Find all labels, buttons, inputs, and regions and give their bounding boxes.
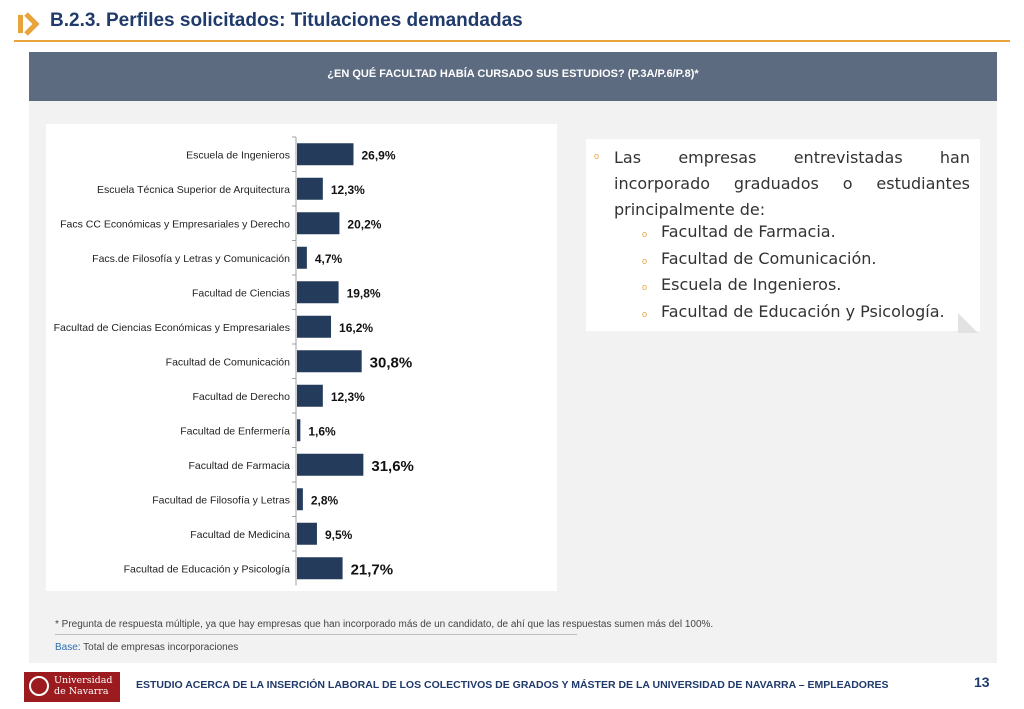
bar: [297, 143, 354, 166]
bullet-icon: o: [594, 151, 600, 161]
category-label: Facs CC Económicas y Empresariales y Der…: [60, 218, 290, 230]
base-label: Base: [55, 642, 78, 653]
bullet-icon: o: [642, 309, 648, 319]
summary-item: Facultad de Farmacia.: [661, 222, 836, 241]
bar: [297, 281, 339, 304]
category-label: Facultad de Enfermería: [180, 425, 290, 437]
page-title: B.2.3. Perfiles solicitados: Titulacione…: [50, 10, 523, 31]
bar: [297, 350, 362, 373]
university-logo: Universidad de Navarra: [24, 672, 120, 702]
bar-chart: Escuela de Ingenieros 26,9% Escuela Técnic…: [54, 136, 414, 586]
bar: [297, 557, 343, 580]
data-label: 21,7%: [351, 561, 394, 578]
data-label: 26,9%: [361, 148, 395, 162]
data-label: 2,8%: [311, 493, 339, 507]
data-label: 16,2%: [339, 321, 373, 335]
page-number: 13: [974, 674, 990, 690]
base-note: Base: Total de empresas incorporaciones: [55, 642, 238, 653]
category-label: Facultad de Ciencias Económicas y Empres…: [54, 322, 290, 334]
data-label: 9,5%: [325, 528, 353, 542]
callout-fold-corner: [958, 313, 978, 333]
category-label: Facultad de Medicina: [190, 529, 290, 541]
category-label: Facultad de Derecho: [193, 391, 291, 403]
question-text: ¿EN QUÉ FACULTAD HABÍA CURSADO SUS ESTUD…: [327, 68, 699, 80]
footnote: * Pregunta de respuesta múltiple, ya que…: [55, 619, 714, 630]
base-text: : Total de empresas incorporaciones: [77, 642, 239, 653]
summary-item: Facultad de Educación y Psicología.: [661, 302, 945, 321]
chart-container: Escuela de Ingenieros 26,9% Escuela Técnic…: [46, 124, 557, 591]
bar: [297, 488, 303, 511]
data-label: 19,8%: [347, 286, 381, 300]
bar: [297, 315, 332, 338]
logo-line-2: de Navarra: [54, 686, 109, 697]
category-label: Escuela Técnica Superior de Arquitectura: [97, 184, 290, 196]
bar: [297, 212, 340, 235]
bullet-icon: o: [642, 282, 648, 292]
summary-callout: o Las empresas entrevistadas han incorpo…: [586, 139, 980, 331]
study-title: ESTUDIO ACERCA DE LA INSERCIÓN LABORAL D…: [136, 679, 889, 691]
title-divider: [14, 40, 1010, 42]
data-label: 4,7%: [315, 252, 343, 266]
data-label: 30,8%: [370, 354, 413, 371]
bar: [297, 246, 307, 269]
category-label: Escuela de Ingenieros: [186, 149, 290, 161]
summary-intro: Las empresas entrevistadas han incorpora…: [614, 148, 970, 219]
category-label: Facs.de Filosofía y Letras y Comunicació…: [92, 253, 290, 265]
logo-line-1: Universidad: [54, 675, 113, 686]
bullet-icon: o: [642, 229, 648, 239]
bar: [297, 453, 364, 476]
chevron-right-icon: [18, 12, 40, 36]
category-label: Facultad de Educación y Psicología: [124, 563, 291, 575]
summary-item: Escuela de Ingenieros.: [661, 275, 842, 294]
data-label: 20,2%: [347, 217, 381, 231]
bar: [297, 384, 323, 407]
data-label: 12,3%: [331, 390, 365, 404]
bar: [297, 419, 301, 442]
logo-text: Universidad de Navarra: [54, 675, 112, 697]
data-label: 12,3%: [331, 183, 365, 197]
category-label: Facultad de Farmacia: [188, 460, 290, 472]
category-label: Facultad de Filosofía y Letras: [152, 494, 290, 506]
bullet-icon: o: [642, 256, 648, 266]
data-label: 1,6%: [308, 424, 336, 438]
question-banner: ¿EN QUÉ FACULTAD HABÍA CURSADO SUS ESTUD…: [29, 52, 997, 101]
category-label: Facultad de Comunicación: [166, 356, 290, 368]
bar: [297, 522, 317, 545]
seal-icon: [29, 676, 49, 696]
category-label: Facultad de Ciencias: [192, 287, 290, 299]
bar: [297, 177, 323, 200]
footnote-divider: [55, 634, 577, 635]
data-label: 31,6%: [371, 458, 414, 475]
summary-item: Facultad de Comunicación.: [661, 249, 877, 268]
